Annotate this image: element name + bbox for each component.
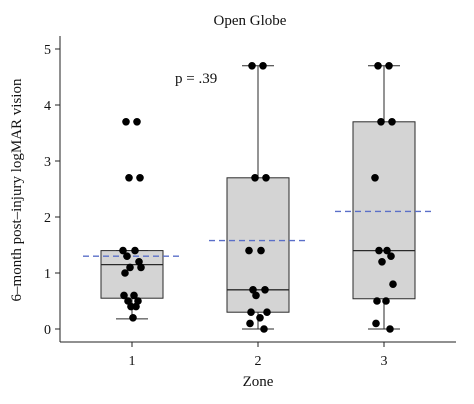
- zone-2-point: [247, 308, 255, 317]
- zone-1-point: [125, 174, 133, 182]
- zone-3-point: [373, 297, 381, 305]
- x-tick-label-1: 1: [129, 354, 136, 369]
- zone-2-point: [259, 62, 267, 70]
- zone-1-point: [130, 291, 138, 300]
- zone-3-point: [389, 280, 397, 289]
- x-axis-label: Zone: [243, 374, 274, 390]
- chart-title: Open Globe: [214, 13, 287, 29]
- zone-3-point: [386, 325, 394, 333]
- zone-2-point: [261, 286, 269, 294]
- zone-1-point: [124, 297, 132, 305]
- zone-3-point: [385, 62, 393, 70]
- zone-3-point: [374, 62, 382, 70]
- zone-2-point: [246, 319, 254, 328]
- zone-3-point: [377, 118, 385, 126]
- zone-2-point: [249, 286, 257, 294]
- zone-2-point: [260, 325, 268, 333]
- zone-1-point: [131, 246, 139, 255]
- zone-1-point: [136, 174, 144, 182]
- zone-3-point: [378, 258, 386, 266]
- zone-3-point: [388, 118, 396, 126]
- zone-3-box: [352, 121, 416, 300]
- plot-area: 0 1 2 3 4 5 1 2 3: [44, 36, 456, 369]
- zone-3-point: [372, 319, 380, 328]
- zone-2-box: [226, 177, 290, 313]
- zone-3-point: [371, 174, 379, 182]
- x-tick-label-2: 2: [255, 354, 262, 369]
- y-tick-label-5: 5: [44, 43, 51, 58]
- zone-2-point: [263, 308, 271, 317]
- zone-3-point: [387, 252, 395, 260]
- y-tick-label-3: 3: [44, 155, 51, 170]
- x-tick-label-3: 3: [381, 354, 388, 369]
- y-axis-label: 6–month post–injury logMAR vision: [9, 78, 25, 301]
- zone-2-point: [256, 314, 264, 322]
- zone-2-point: [251, 174, 259, 182]
- zone-1-point: [119, 246, 127, 255]
- zone-3-point: [382, 297, 390, 305]
- zone-3-point: [375, 246, 383, 255]
- zone-2-point: [262, 174, 270, 182]
- zone-1-point: [120, 291, 128, 300]
- zone-1-point: [127, 302, 135, 311]
- zone-3-point: [383, 246, 391, 255]
- zone-1-point: [129, 314, 137, 322]
- zone-1-box: [100, 250, 164, 299]
- zone-1-point: [121, 269, 129, 277]
- zone-1-point: [133, 118, 141, 126]
- p-value-annotation: p = .39: [175, 71, 217, 87]
- zone-1-point: [122, 118, 130, 126]
- zone-2-point: [257, 246, 265, 255]
- zone-1-point: [137, 263, 145, 272]
- zone-1-point: [123, 252, 131, 260]
- zone-2-point: [252, 291, 260, 300]
- zone-2-point: [248, 62, 256, 70]
- y-tick-label-1: 1: [44, 267, 51, 282]
- y-tick-label-2: 2: [44, 211, 51, 226]
- zone-1-point: [126, 263, 134, 272]
- y-tick-label-0: 0: [44, 323, 51, 338]
- y-tick-label-4: 4: [44, 99, 51, 114]
- zone-2-point: [245, 246, 253, 255]
